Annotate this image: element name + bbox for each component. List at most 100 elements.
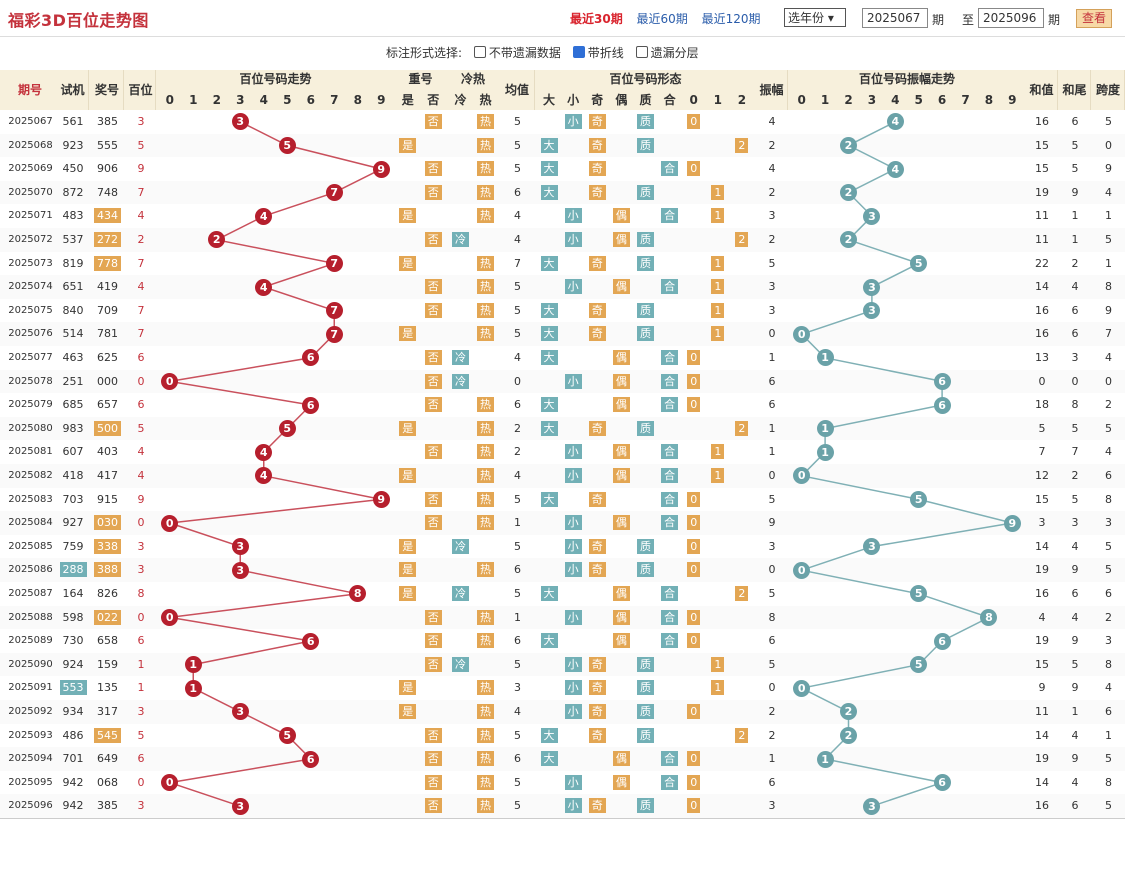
test-cell: 251 [62, 374, 84, 388]
sum-cell: 16 [1035, 303, 1049, 317]
prize-cell: 417 [97, 469, 118, 482]
shape-tag: 偶 [612, 232, 630, 247]
period-60[interactable]: 最近60期 [636, 12, 688, 26]
coldhot-mark: 热 [473, 700, 498, 724]
option-no-miss[interactable]: 不带遗漏数据 [473, 46, 561, 60]
sum-cell: 5 [1038, 421, 1046, 435]
shape-tag: 0 [687, 114, 701, 129]
repeat-tag: 否 [424, 751, 442, 767]
option-line[interactable]: 带折线 [572, 46, 624, 60]
checkbox-icon[interactable] [473, 46, 486, 58]
period-120[interactable]: 最近120期 [701, 12, 761, 26]
shape-mark: 小 [561, 653, 585, 677]
sum-cell: 14 [1035, 728, 1049, 742]
period-30[interactable]: 最近30期 [570, 12, 623, 26]
shape-tag: 合 [661, 468, 679, 483]
test-cell: 927 [62, 516, 84, 530]
repeat-mark: 是 [395, 558, 421, 582]
repeat-tag: 否 [424, 798, 442, 814]
header-sub: 4 [891, 93, 900, 107]
hundred-cell: 1 [137, 657, 145, 671]
amp-cell: 0 [768, 469, 776, 482]
year-select[interactable]: 选年份 ▾ [784, 8, 846, 27]
shape-mark: 质 [633, 252, 657, 276]
checkbox-icon[interactable] [635, 46, 648, 58]
test-cell: 942 [62, 799, 84, 813]
amp-trend-ball: 4 [886, 160, 904, 178]
trend-ball: 4 [255, 443, 273, 461]
range-to-input[interactable]: 2025096 [978, 8, 1044, 28]
trend-ball: 1 [184, 656, 202, 674]
avg-cell: 6 [514, 752, 521, 766]
coldhot-tag: 热 [477, 184, 494, 200]
amp-cell: 1 [768, 445, 776, 459]
amp-cell: 5 [768, 587, 776, 600]
coldhot-mark: 热 [473, 747, 498, 771]
amp-trend-ball: 2 [840, 726, 857, 744]
repeat-mark: 是 [395, 252, 421, 276]
coldhot-tag: 热 [477, 680, 494, 696]
hundred-cell: 8 [137, 587, 145, 600]
shape-tag: 奇 [588, 656, 606, 672]
checkbox-checked-icon[interactable] [572, 46, 585, 58]
issue-cell: 2025067 [8, 116, 53, 127]
hundred-cell: 6 [137, 634, 145, 648]
trend-ball: 3 [231, 703, 249, 721]
amp-cell: 2 [768, 233, 776, 246]
repeat-mark: 是 [395, 700, 421, 724]
repeat-tag: 否 [424, 350, 442, 365]
repeat-mark: 否 [421, 794, 447, 818]
shape-mark: 偶 [609, 629, 633, 653]
table-row: 2025096 942 385 3 5 3 16 6 5 否 热 小奇 质 0 [0, 794, 1125, 818]
view-button[interactable]: 查看 [1076, 9, 1112, 28]
coldhot-mark: 热 [473, 181, 498, 205]
coldhot-tag: 冷 [452, 373, 469, 389]
hundred-cell: 0 [137, 516, 145, 530]
issue-cell: 2025073 [8, 257, 53, 269]
shape-tag: 偶 [612, 279, 630, 295]
header-issue: 期号 [3, 70, 58, 110]
prize-cell: 388 [91, 558, 124, 582]
amp-cell: 1 [768, 421, 776, 435]
repeat-tag: 否 [424, 232, 442, 247]
header-sub: 0 [165, 93, 174, 107]
span-cell: 5 [1105, 115, 1112, 128]
span-cell: 5 [1105, 752, 1112, 766]
option-layer[interactable]: 遗漏分层 [635, 46, 699, 60]
amp-trend-ball: 2 [840, 184, 857, 202]
range-from-input[interactable]: 2025067 [862, 8, 928, 28]
repeat-tag: 是 [399, 326, 417, 342]
header-sub: 2 [844, 93, 853, 107]
header-shape: 百位号码形态 [537, 70, 754, 88]
prize-cell: 000 [97, 374, 118, 388]
coldhot-mark: 热 [473, 275, 498, 299]
header-sub: 4 [259, 93, 268, 107]
repeat-tag: 否 [424, 609, 442, 625]
coldhot-mark: 冷 [448, 653, 473, 677]
header-sub: 0 [797, 93, 806, 107]
shape-mark: 2 [730, 724, 754, 748]
repeat-mark: 否 [421, 747, 447, 771]
sum-cell: 13 [1035, 351, 1049, 364]
shape-mark: 质 [633, 535, 657, 559]
shape-tag: 1 [711, 326, 725, 342]
coldhot-tag: 热 [477, 255, 494, 271]
repeat-tag: 是 [399, 562, 417, 578]
shape-tag: 大 [540, 420, 558, 436]
shape-mark: 合 [658, 440, 682, 464]
shape-tag: 小 [564, 208, 582, 224]
hundred-cell: 3 [137, 115, 145, 128]
hundred-cell: 3 [137, 705, 145, 718]
trend-ball: 7 [325, 184, 343, 202]
sum-cell: 11 [1035, 705, 1049, 718]
shape-mark: 质 [633, 653, 657, 677]
coldhot-tag: 冷 [452, 586, 469, 601]
header-trend: 百位号码走势 [158, 70, 393, 88]
hundred-cell: 4 [137, 209, 145, 223]
table-row: 2025093 486 545 5 5 2 14 4 1 否 热 大 奇 质 2 [0, 723, 1125, 748]
test-cell: 759 [62, 539, 84, 553]
shape-mark: 合 [658, 747, 682, 771]
header-sub: 2 [212, 93, 221, 107]
shape-mark: 奇 [585, 724, 609, 748]
shape-mark: 小 [561, 558, 585, 582]
